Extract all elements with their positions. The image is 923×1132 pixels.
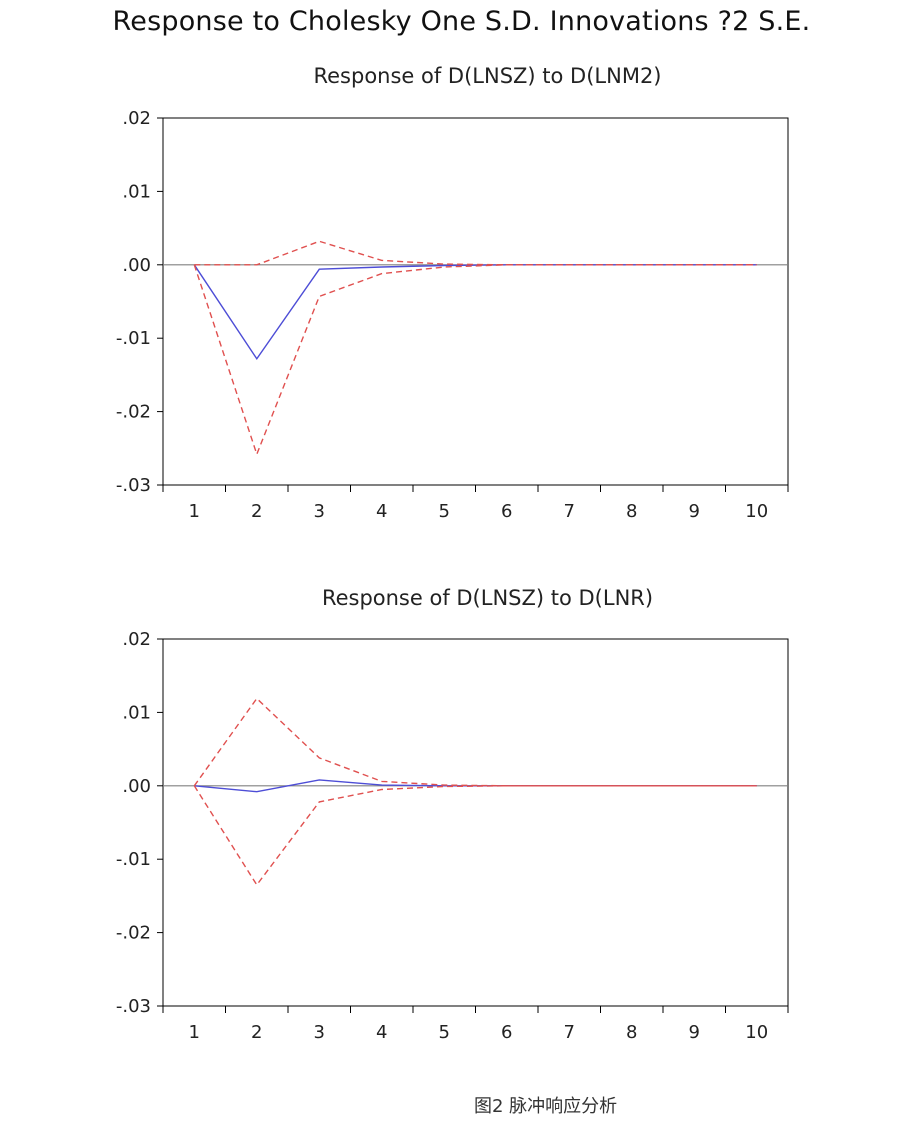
x-tick-label: 5 — [439, 1022, 450, 1043]
x-tick-label: 10 — [745, 1022, 768, 1043]
x-tick-label: 7 — [564, 1022, 575, 1043]
x-tick-label: 2 — [251, 1022, 262, 1043]
plot-frame — [162, 638, 789, 1007]
x-tick-label: 5 — [439, 501, 450, 522]
chart-lnr: Response of D(LNSZ) to D(LNR) .02 .01 .00 -.… — [116, 586, 789, 1043]
figure-caption: 图2 脉冲响应分析 — [474, 1096, 618, 1117]
x-tick-label: 3 — [314, 501, 325, 522]
x-tick-label: 3 — [314, 1022, 325, 1043]
x-tick-label: 4 — [376, 501, 387, 522]
y-tick-label: -.01 — [116, 328, 151, 349]
x-tick-label: 6 — [501, 1022, 512, 1043]
upper-band-line — [193, 697, 757, 787]
response-line — [193, 264, 757, 361]
y-tick-label: .02 — [122, 108, 151, 129]
chart-title: Response of D(LNSZ) to D(LNR) — [322, 586, 653, 610]
plot-frame — [162, 117, 789, 486]
y-tick-label: .02 — [122, 629, 151, 650]
x-tick-label: 9 — [689, 1022, 700, 1043]
y-tick-label: .00 — [122, 776, 151, 797]
chart-lnm2: Response of D(LNSZ) to D(LNM2) .02 .01 .00 -… — [116, 64, 789, 522]
x-tick-label: 6 — [501, 501, 512, 522]
x-tick-label: 1 — [189, 501, 200, 522]
y-tick-label: -.02 — [116, 402, 151, 423]
lower-band-line — [193, 785, 757, 887]
y-tick-label: .01 — [122, 181, 151, 202]
main-title: Response to Cholesky One S.D. Innovation… — [112, 6, 811, 37]
y-tick-label: -.02 — [116, 923, 151, 944]
y-tick-label: .00 — [122, 255, 151, 276]
x-tick-label: 7 — [564, 501, 575, 522]
y-tick-label: -.01 — [116, 849, 151, 870]
upper-band-line — [194, 240, 757, 266]
x-tick-label: 1 — [189, 1022, 200, 1043]
x-tick-label: 10 — [745, 501, 768, 522]
x-tick-label: 8 — [626, 501, 637, 522]
y-tick-label: .01 — [122, 702, 151, 723]
x-tick-label: 8 — [626, 1022, 637, 1043]
y-tick-label: -.03 — [116, 996, 151, 1017]
chart-title: Response of D(LNSZ) to D(LNM2) — [313, 64, 661, 88]
x-tick-label: 4 — [376, 1022, 387, 1043]
y-tick-label: -.03 — [116, 475, 151, 496]
lower-band-line — [193, 264, 757, 457]
x-tick-label: 2 — [251, 501, 262, 522]
x-tick-label: 9 — [689, 501, 700, 522]
